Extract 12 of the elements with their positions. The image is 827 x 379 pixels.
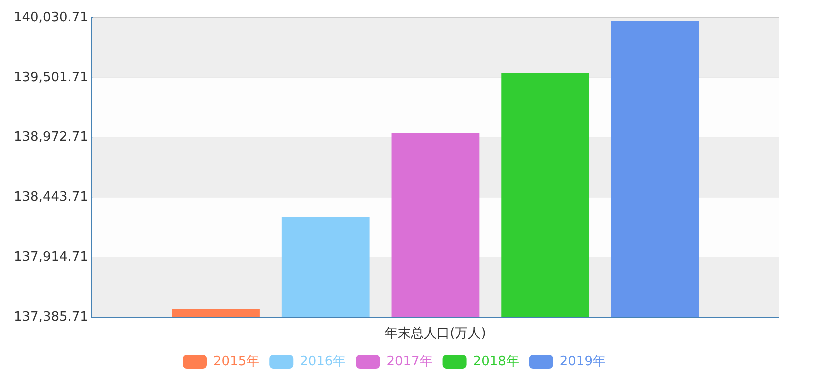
y-tick-label: 140,030.71 xyxy=(14,10,88,26)
y-tick-label: 138,972.71 xyxy=(14,130,88,146)
y-tick-label: 138,443.71 xyxy=(14,190,88,206)
y-tick-label: 139,501.71 xyxy=(14,70,88,86)
y-tick-label: 137,914.71 xyxy=(14,250,88,265)
legend-label: 2016年 xyxy=(300,354,346,370)
legend-label: 2017年 xyxy=(386,354,433,370)
y-tick-label: 137,385.71 xyxy=(14,310,88,325)
legend-label: 2019年 xyxy=(560,354,606,370)
x-tick-label: 年末总人口(万人) xyxy=(385,326,486,342)
legend-label: 2015年 xyxy=(214,354,260,370)
legend-label: 2018年 xyxy=(473,354,520,370)
